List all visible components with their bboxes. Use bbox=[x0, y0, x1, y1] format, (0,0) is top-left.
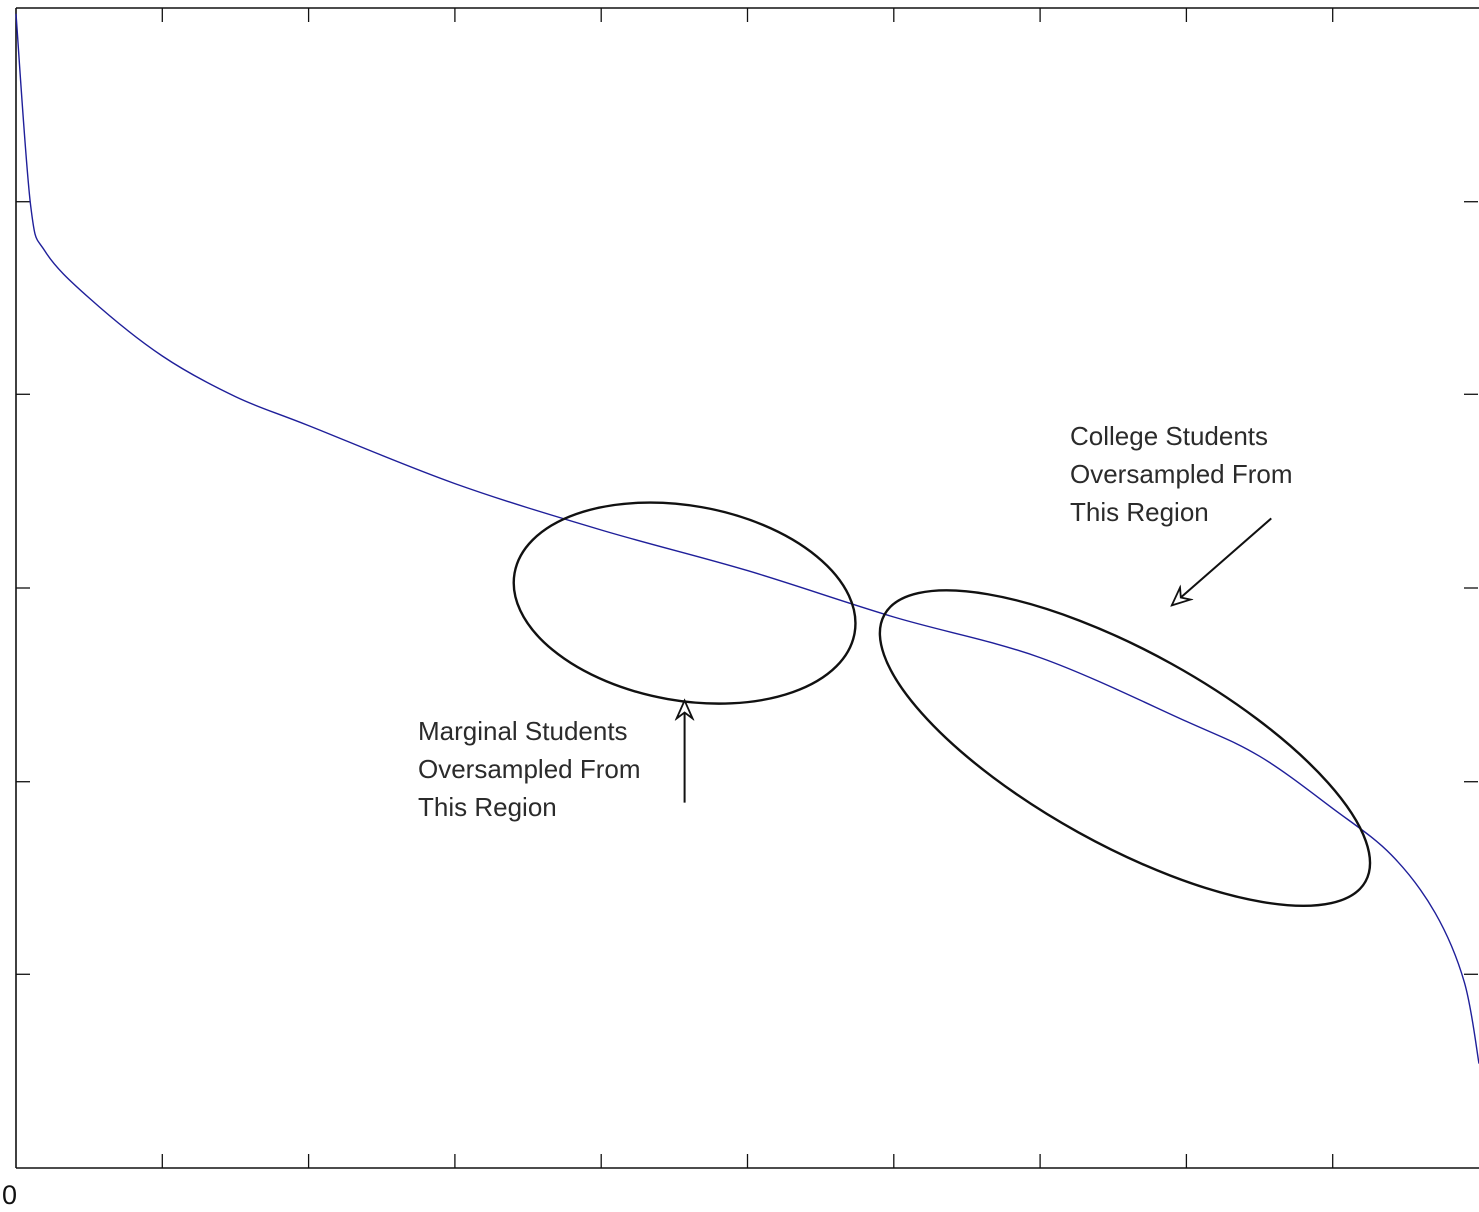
marginal-label-line-2: This Region bbox=[418, 792, 557, 822]
axis-ticks bbox=[16, 8, 1478, 1168]
college-region-ellipse bbox=[878, 589, 1372, 907]
marginal-region-ellipse bbox=[512, 501, 857, 705]
marginal-label-line-0: Marginal Students bbox=[418, 716, 628, 746]
college-label-line-1: Oversampled From bbox=[1070, 459, 1293, 489]
plot-frame bbox=[15, 7, 1479, 1169]
series-layer bbox=[15, 13, 1479, 1064]
axis-tick-labels: 0 bbox=[2, 1180, 17, 1210]
x-tick-label-0: 0 bbox=[2, 1180, 17, 1210]
annotations-layer: Marginal Students Oversampled From This Re… bbox=[418, 421, 1372, 907]
college-label-line-2: This Region bbox=[1070, 497, 1209, 527]
college-arrow bbox=[1172, 517, 1272, 605]
series-line-0 bbox=[15, 13, 1479, 1064]
college-label-line-0: College Students bbox=[1070, 421, 1268, 451]
marginal-label-line-1: Oversampled From bbox=[418, 754, 641, 784]
